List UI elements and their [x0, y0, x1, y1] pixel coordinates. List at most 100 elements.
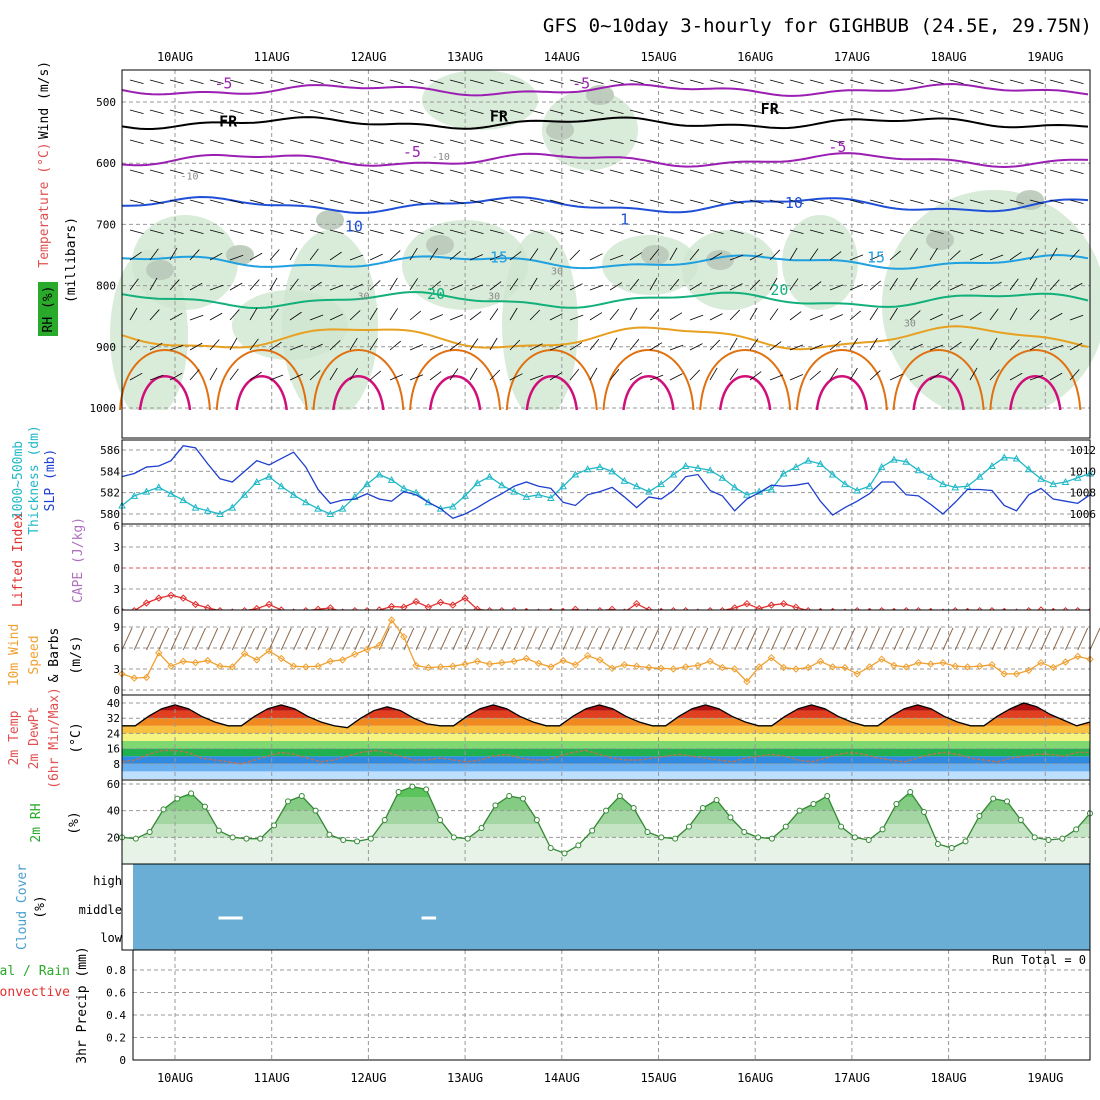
wind-barb [969, 79, 984, 85]
wind-speed-point [927, 660, 935, 668]
wind-barb [469, 311, 482, 321]
wind-barb [209, 312, 223, 321]
precip-tick-label: 0.2 [106, 1032, 126, 1045]
wind-barb [129, 307, 138, 321]
wind-barb [809, 248, 819, 261]
lifted-index-point [645, 606, 653, 610]
wind-barb [769, 169, 784, 175]
lifted-index-point [743, 599, 751, 608]
wind-barb [449, 199, 464, 205]
wind-barb [409, 139, 424, 145]
wind-barb [1029, 169, 1044, 175]
wind-barb [649, 374, 664, 381]
wind-barb [929, 313, 943, 321]
lifted-index-point [730, 604, 739, 610]
rh-shading-dark [926, 230, 954, 250]
wind-barb-10m [721, 627, 733, 651]
wind-barb [309, 139, 324, 145]
rh2m-point [478, 825, 485, 831]
cloud-fill [133, 864, 1090, 950]
wind-barb [529, 139, 544, 145]
thickness-point [534, 490, 543, 498]
wind-barb [1069, 139, 1084, 145]
wind-barb [669, 344, 684, 351]
wind-barb [889, 340, 901, 351]
temperature-contour [121, 325, 1089, 351]
rh2m-point [962, 838, 969, 845]
wind-barb [149, 309, 160, 321]
wind-barb [689, 314, 704, 321]
wind-barb [569, 283, 583, 291]
precip-frame [132, 949, 1091, 1061]
wind-barb-10m [979, 627, 991, 651]
wind-barb [929, 344, 944, 351]
bottom-date-axis: 10AUG 11AUG 12AUG 13AUG 14AUG 15AUG 16AUG 17AUG… [157, 1071, 1063, 1085]
wind-barb [969, 139, 984, 145]
wind-barb [149, 169, 164, 175]
wind-barb [869, 254, 884, 261]
wind-barb [709, 367, 718, 381]
wind-barb [729, 109, 744, 115]
thickness-point [142, 487, 151, 495]
wind-barb [989, 281, 1002, 291]
lifted-index-point [498, 606, 505, 610]
rh2m-point [990, 795, 997, 802]
wind-barb [689, 109, 704, 115]
wind-barb [869, 280, 881, 291]
wind-barb-10m [489, 627, 501, 651]
surface-contour [138, 375, 192, 411]
wind-barb-10m [672, 627, 684, 651]
wind-barb [889, 199, 904, 205]
lifted-index-point [608, 605, 616, 610]
wind-barb [689, 369, 701, 381]
temperature-contour [121, 152, 1089, 169]
surface-contour [215, 349, 308, 411]
cloud-level-label: low [100, 931, 122, 945]
wind-barb [609, 169, 624, 175]
wind-barb [989, 109, 1004, 115]
wind-speed-point [473, 657, 482, 666]
thickness-point [216, 509, 224, 517]
wind-barb [1029, 277, 1038, 291]
wind-barb [449, 139, 464, 145]
lifted-index-point [375, 606, 384, 610]
rh2m-point [603, 807, 609, 814]
wind-barb [329, 284, 344, 291]
pressure-tick-label: 1000 [90, 402, 117, 415]
thickness-point [240, 490, 249, 498]
wind-barb [809, 109, 824, 115]
wind-barb [629, 338, 640, 351]
wind-barb [589, 312, 603, 321]
wind-barb [509, 339, 521, 351]
wind-barb [389, 229, 404, 235]
wind-barb-10m [231, 627, 243, 651]
thickness-point [375, 470, 384, 478]
date-label-top: 16AUG [737, 50, 773, 64]
wind-barb [909, 343, 923, 351]
date-label-bottom: 16AUG [737, 1071, 773, 1085]
temperature-contour [121, 253, 1089, 270]
wind-barb [149, 374, 164, 381]
wind-speed-point [277, 654, 285, 663]
wind-speed-line [121, 618, 1091, 683]
wind-barb [589, 253, 603, 261]
wind-barb [1029, 342, 1043, 351]
wind-barb [329, 313, 343, 321]
wind-tick-label: 3 [113, 663, 120, 676]
wind-barb [769, 308, 779, 321]
wind-barb [849, 109, 864, 115]
wind-barb [629, 229, 644, 235]
wind-barb [989, 369, 1000, 381]
wind-barb [389, 250, 401, 261]
wind-barb [989, 139, 1004, 145]
thickness-point [559, 482, 567, 490]
rh2m-point [271, 822, 278, 829]
thickness-point [1037, 474, 1045, 482]
wind-tick-label: 0 [113, 684, 120, 697]
wind-barb [509, 307, 518, 321]
wind-barb [1049, 372, 1063, 381]
wind-barb [949, 79, 964, 85]
slp-tick-label: 1006 [1070, 508, 1097, 521]
wind-barb [809, 169, 824, 175]
